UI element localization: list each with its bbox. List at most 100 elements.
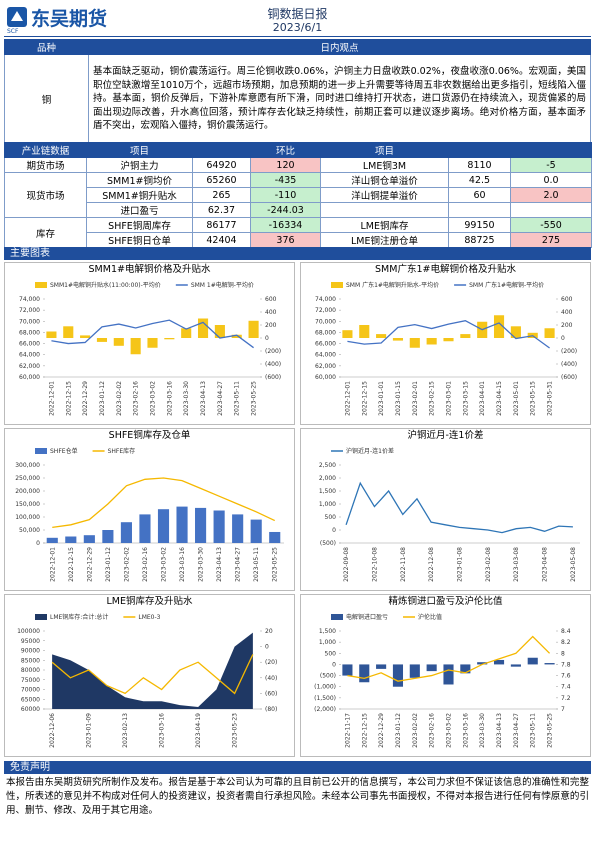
- bar: [443, 338, 454, 342]
- x-tick-label: 2023-04-27: [235, 547, 242, 582]
- x-tick-label: 2023-02-02: [123, 547, 130, 582]
- y-tick-label: 1,000: [319, 639, 336, 646]
- bar: [120, 522, 132, 543]
- chart: SMM1#电解铜升贴水(11:00:00)-平均价 SMM 1#电解铜-平均价 60…: [19, 281, 281, 416]
- view-text: 基本面缺乏驱动，铜价震荡运行。周三伦铜收跌0.06%，沪铜主力日盘收跌0.02%…: [88, 54, 591, 144]
- chart-title: SMM1#电解铜价格及升贴水: [88, 264, 211, 275]
- x-tick-label: 2022-12-29: [378, 713, 385, 748]
- col-header: 项目: [86, 142, 193, 158]
- bar: [130, 338, 141, 355]
- logo: 东吴期货 SCF: [6, 4, 116, 35]
- change-cell: 120: [250, 157, 321, 173]
- item-cell: SHFE铜周库存: [86, 217, 193, 233]
- y-tick-label: 200,000: [15, 488, 40, 495]
- y-tick-label: 74,000: [19, 296, 40, 303]
- x-tick-label: 2023-03-02: [446, 713, 453, 748]
- x-tick-label: 2023-05-08: [570, 547, 577, 582]
- y-tick-label: 7.2: [561, 695, 571, 702]
- bar: [113, 338, 124, 346]
- x-tick-label: 2023-01-12: [395, 713, 402, 748]
- bar: [147, 338, 158, 348]
- y-tick-label: 85000: [21, 657, 40, 664]
- legend-swatch: [331, 282, 343, 288]
- bar: [460, 334, 471, 338]
- y-tick-label: (1,500): [314, 695, 336, 702]
- item-cell: LME铜3M: [320, 157, 449, 173]
- x-tick-label: 2023-03-08: [513, 547, 520, 582]
- x-tick-label: 2023-05-15: [530, 381, 537, 416]
- change-cell: -244.03: [250, 202, 321, 218]
- change-cell: 275: [510, 232, 592, 248]
- x-tick-label: 2023-01-01: [378, 381, 385, 416]
- x-tick-label: 2023-05-25: [251, 381, 258, 416]
- y-tick-label: (2,000): [314, 706, 336, 713]
- x-tick-label: 2023-04-19: [195, 713, 202, 748]
- bar: [65, 536, 77, 543]
- y-tick-label: 95000: [21, 638, 40, 645]
- bar: [460, 664, 471, 674]
- x-tick-label: 2022-10-08: [371, 547, 378, 582]
- y-tick-label: 250,000: [15, 475, 40, 482]
- bar: [63, 326, 74, 338]
- change-cell: -550: [510, 217, 592, 233]
- x-tick-label: 2023-03-16: [159, 713, 166, 748]
- x-tick-label: 2023-02-16: [142, 547, 149, 582]
- y-tick-label: 600: [265, 296, 277, 303]
- x-tick-label: 2023-03-30: [183, 381, 190, 416]
- y-tick-label: 1,000: [319, 501, 336, 508]
- value-cell: 64920: [192, 157, 251, 173]
- y-tick-label: (200): [561, 348, 577, 355]
- x-tick-label: 2023-05-31: [547, 381, 554, 416]
- x-tick-label: 2023-03-02: [150, 381, 157, 416]
- group-cell: 库存: [4, 217, 87, 248]
- item-cell: LME铜注册仓单: [320, 232, 449, 248]
- x-tick-label: 2023-01-09: [86, 713, 93, 748]
- y-tick-label: 0: [561, 335, 565, 342]
- y-tick-label: (80): [265, 706, 277, 713]
- x-tick-label: 2023-04-13: [216, 547, 223, 582]
- value-cell: 8110: [448, 157, 511, 173]
- x-tick-label: 2023-05-25: [547, 713, 554, 748]
- bar: [197, 318, 209, 338]
- y-tick-label: 68,000: [315, 329, 336, 336]
- y-tick-label: 90000: [21, 648, 40, 655]
- x-tick-label: 2023-05-11: [234, 381, 241, 416]
- change-cell: 376: [250, 232, 321, 248]
- y-tick-label: 2,000: [319, 475, 336, 482]
- bar: [342, 664, 353, 676]
- line: [347, 635, 551, 682]
- x-tick-label: 2022-11-17: [344, 713, 351, 748]
- chart-panel: 沪铜近月-连1价差 沪铜近月-连1价差 (500) 0 500 1,000 1,500 2,0…: [300, 428, 591, 591]
- bar: [510, 326, 521, 338]
- item-cell: 洋山铜提单溢价: [320, 187, 449, 203]
- x-tick-label: 2022-12-06: [49, 713, 56, 748]
- y-tick-label: 8.2: [561, 639, 571, 646]
- x-tick-label: 2023-05-23: [232, 713, 239, 748]
- bar: [176, 506, 188, 543]
- bar: [46, 537, 58, 543]
- y-tick-label: 80000: [21, 667, 40, 674]
- y-tick-label: 70,000: [19, 318, 40, 325]
- x-tick-label: 2022-09-08: [343, 547, 350, 582]
- x-tick-label: 2023-02-15: [429, 381, 436, 416]
- col-header: 品种: [4, 39, 89, 55]
- bar: [102, 530, 114, 543]
- x-tick-label: 2023-04-27: [513, 713, 520, 748]
- x-tick-label: 2023-01-08: [457, 547, 464, 582]
- item-cell: SMM1#铜升贴水: [86, 187, 193, 203]
- value-cell: 65260: [192, 172, 251, 188]
- x-tick-label: 2023-02-02: [412, 713, 419, 748]
- y-tick-label: 68,000: [19, 329, 40, 336]
- x-tick-label: 2023-04-13: [200, 381, 207, 416]
- legend-label: 沪伦比值: [418, 613, 442, 621]
- change-cell: -110: [250, 187, 321, 203]
- y-tick-label: (400): [561, 361, 577, 368]
- bar: [195, 507, 207, 543]
- y-tick-label: 62,000: [19, 363, 40, 370]
- y-tick-label: 66,000: [315, 341, 336, 348]
- bar: [477, 662, 488, 665]
- y-tick-label: 1,500: [319, 628, 336, 635]
- chain-table: 产业链数据 项目 环比 项目 期货市场 沪铜主力 64920 120 LME铜3M 8110 -5…: [4, 142, 592, 248]
- x-tick-label: 2023-02-16: [133, 381, 140, 416]
